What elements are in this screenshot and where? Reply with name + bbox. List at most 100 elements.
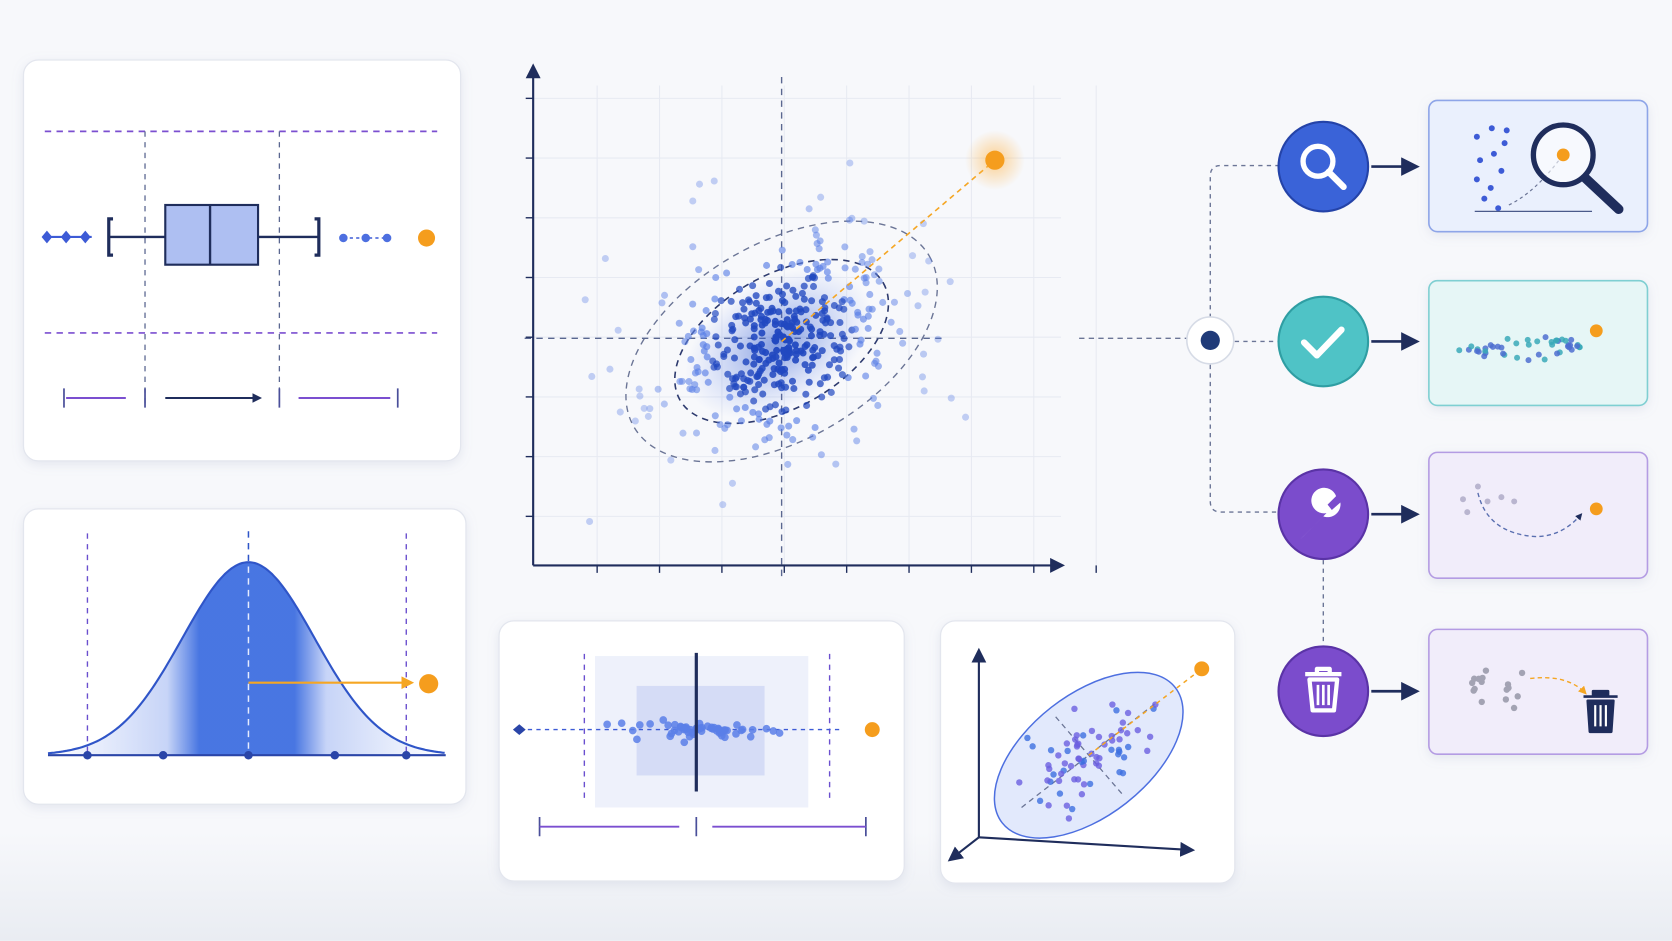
ellipse-point [1095,762,1103,769]
scatter-point [837,347,845,355]
strip-plot-panel-part [512,724,526,735]
scatter-point [841,243,849,251]
scatter-point [830,356,838,364]
scatter-point [802,306,810,314]
ellipse-panel-part [1194,661,1210,677]
scatter-point [914,302,922,310]
strip-point [603,720,612,729]
thumb-point [1511,498,1518,505]
thumb-point [1473,133,1480,140]
thumb-point [1481,195,1488,202]
ellipse-point [1068,805,1076,813]
scatter-point [755,381,763,389]
main-scatter-part [673,258,890,425]
scatter-point [684,332,692,340]
scatter-point [806,323,814,331]
ellipse-point [1016,779,1023,786]
ellipse-point [1064,747,1071,755]
scatter-point [710,177,718,185]
scatter-point [727,297,735,305]
scatter-point [711,310,719,318]
scatter-point [601,254,609,263]
bell-curve-panel-part [244,750,253,760]
thumb-point [1504,335,1511,342]
scatter-point [723,269,731,277]
scatter-point [740,375,748,383]
thumb-point [1487,342,1494,349]
scatter-point [698,324,706,332]
scatter-point [909,252,917,260]
thumb-point [1470,687,1477,694]
scatter-point [729,375,737,383]
scatter-point [735,285,744,293]
ellipse-point [1055,752,1062,759]
scatter-point [791,341,799,349]
scatter-point [934,335,942,343]
scatter-point [724,421,732,429]
bell-curve-panel-part [158,750,168,760]
scatter-point [820,294,829,302]
decision-flow-part [1200,330,1220,351]
scatter-point [760,376,768,384]
scatter-point [809,353,818,361]
scatter-point [874,362,882,370]
scatter-point [711,446,719,454]
scatter-point [717,297,725,305]
ellipse-point [1055,777,1063,785]
scatter-point [783,353,791,361]
scatter-point [836,355,844,364]
thumb-point [1541,356,1548,363]
scatter-point [759,390,767,398]
scatter-point [733,405,741,413]
scatter-point [709,357,717,365]
scatter-point [765,279,773,287]
scatter-point [750,333,758,341]
scatter-point [751,347,759,355]
thumb-point [1554,350,1561,357]
scatter-point [783,431,791,439]
scatter-point [678,377,686,385]
scatter-point [661,291,669,299]
thumb-point [1482,348,1489,355]
main-scatter-part [985,150,1005,170]
scatter-point [746,315,754,323]
scatter-point [844,374,852,382]
scatter-point [802,390,810,398]
scatter-point [808,361,816,369]
thumb-point [1475,675,1482,683]
scatter-point [714,341,722,349]
ellipse-panel-part [947,836,980,862]
decision-flow-part [1460,483,1518,516]
scatter-point [767,308,775,316]
main-scatter-part [525,97,1097,573]
strip-point [680,723,688,732]
scatter-point [766,403,774,411]
scatter-point [858,258,866,266]
ellipse-point [1144,747,1151,755]
thumb-point [1498,494,1505,501]
scatter-point [925,257,933,265]
scatter-point [755,307,763,315]
box-plot-panel-part [339,233,348,243]
thumb-point [1510,704,1518,712]
scatter-point [586,517,594,525]
scatter-point [749,282,757,290]
strip-point [659,716,668,724]
thumb-point [1574,343,1581,350]
scatter-point [687,355,695,364]
scatter-point [869,394,877,402]
strip-point [635,721,644,729]
scatter-point [765,434,773,442]
scatter-point [777,263,785,271]
scatter-point [644,412,652,420]
scatter-point [813,239,821,247]
scatter-point [803,341,811,349]
ellipse-point [1116,768,1123,776]
main-scatter-part [581,159,970,525]
decision-flow-part [1277,468,1370,561]
scatter-point [719,501,727,509]
scatter-point [688,385,696,393]
scatter-point [750,360,758,368]
ellipse-point [1071,705,1078,713]
scatter-point [820,330,828,338]
